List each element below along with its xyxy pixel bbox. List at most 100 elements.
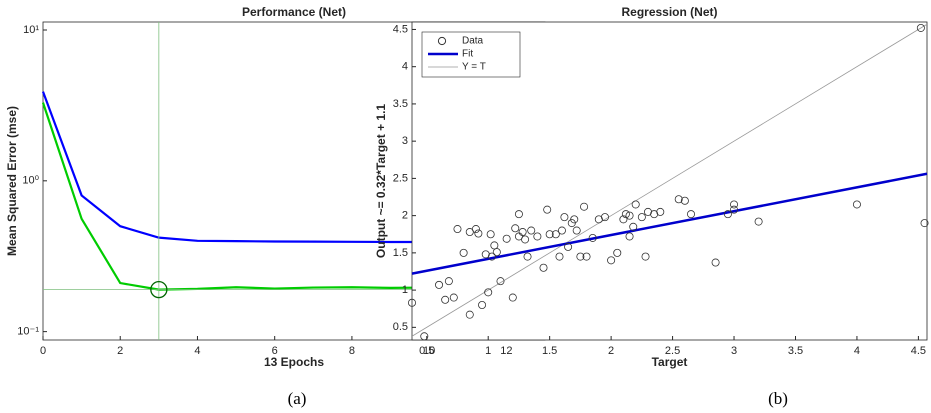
data-point <box>518 228 527 237</box>
data-point <box>730 205 739 214</box>
y-axis-label: Mean Squared Error (mse) <box>5 106 19 256</box>
data-point <box>600 213 609 222</box>
data-point <box>641 252 650 261</box>
data-point <box>478 300 487 309</box>
data-point <box>730 200 739 209</box>
data-point <box>407 298 416 307</box>
data-point <box>449 293 458 302</box>
data-point <box>459 248 468 257</box>
caption: (b) <box>768 389 788 408</box>
data-point <box>754 217 763 226</box>
x-tick-label: 12 <box>500 345 512 357</box>
data-point <box>680 196 689 205</box>
data-point <box>539 263 548 272</box>
data-point <box>580 202 589 211</box>
x-axis-label: Target <box>652 355 688 369</box>
best-marker <box>150 280 168 299</box>
data-point <box>619 215 628 224</box>
data-point <box>576 252 585 261</box>
data-point <box>420 332 429 341</box>
x-tick-label: 4 <box>854 345 860 357</box>
x-tick-label: 4 <box>194 345 200 357</box>
data-point <box>594 215 603 224</box>
data-point <box>502 234 511 243</box>
data-point <box>629 222 638 231</box>
legend-label: Y = T <box>462 62 486 73</box>
data-point <box>496 277 505 286</box>
data-point <box>723 210 732 219</box>
data-point <box>484 288 493 297</box>
data-point <box>523 252 532 261</box>
y-tick-label: 3 <box>402 135 408 147</box>
data-point <box>511 224 520 233</box>
x-tick-label: 0.5 <box>419 345 434 357</box>
data-point <box>572 226 581 235</box>
data-point <box>474 229 483 238</box>
data-point <box>555 252 564 261</box>
data-point <box>674 195 683 204</box>
data-point <box>711 258 720 267</box>
data-point <box>481 250 490 259</box>
data-point <box>588 233 597 242</box>
data-point <box>582 252 591 261</box>
data-point <box>625 211 634 220</box>
caption: (a) <box>288 389 307 408</box>
data-point <box>621 210 630 219</box>
x-tick-label: 2.5 <box>665 345 680 357</box>
y-tick-label: 10⁰ <box>22 175 39 187</box>
chart-title: Performance (Net) <box>242 5 346 19</box>
y-tick-label: 4 <box>402 61 408 73</box>
data-point <box>521 235 530 244</box>
legend-symbol <box>437 36 447 46</box>
data-point <box>920 219 929 228</box>
chart: Regression (Net) Target Output ~= 0.32*Tar… <box>374 5 929 408</box>
x-axis-label: 13 Epochs <box>264 355 324 369</box>
data-point <box>465 310 474 319</box>
data-point <box>543 205 552 214</box>
data-point <box>613 248 622 257</box>
identity-line <box>411 23 928 337</box>
x-tick-label: 3.5 <box>788 345 803 357</box>
data-point <box>564 242 573 251</box>
fit-line <box>411 172 928 275</box>
data-point <box>631 200 640 209</box>
x-tick-label: 4.5 <box>911 345 926 357</box>
data-point <box>625 232 634 241</box>
y-axis-label: Output ~= 0.32*Target + 1.1 <box>374 104 388 258</box>
x-tick-label: 3 <box>731 345 737 357</box>
legend-label: Data <box>462 36 484 47</box>
data-point <box>527 226 536 235</box>
y-tick-label: 10⁻¹ <box>17 326 39 338</box>
data-point <box>916 23 925 32</box>
data-point <box>492 248 501 257</box>
chart-title: Regression (Net) <box>621 5 717 19</box>
data-point <box>687 210 696 219</box>
data-point <box>607 256 616 265</box>
x-tick-label: 2 <box>608 345 614 357</box>
data-point <box>508 293 517 302</box>
data-point <box>650 210 659 219</box>
legend-label: Fit <box>462 49 473 60</box>
data-point <box>471 225 480 234</box>
y-tick-label: 10¹ <box>23 24 39 36</box>
data-point <box>557 226 566 235</box>
x-tick-label: 1 <box>485 345 491 357</box>
y-tick-label: 4.5 <box>393 23 408 35</box>
data-point <box>545 230 554 239</box>
x-tick-label: 0 <box>40 345 46 357</box>
data-point <box>852 200 861 209</box>
y-tick-label: 1 <box>402 284 408 296</box>
data-point <box>643 207 652 216</box>
data-point <box>570 215 579 224</box>
x-tick-label: 10 <box>423 345 435 357</box>
x-tick-label: 1.5 <box>542 345 557 357</box>
data-point <box>444 277 453 286</box>
x-tick-label: 8 <box>349 345 355 357</box>
data-point <box>656 207 665 216</box>
data-point <box>435 280 444 289</box>
y-tick-label: 1.5 <box>393 247 408 259</box>
y-tick-label: 2.5 <box>393 172 408 184</box>
data-point <box>637 213 646 222</box>
